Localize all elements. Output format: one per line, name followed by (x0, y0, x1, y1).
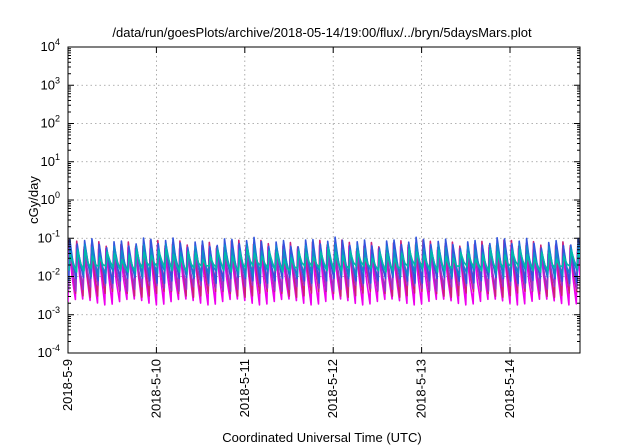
x-tick-label: 2018-5-10 (148, 359, 163, 418)
y-tick-label: 100 (41, 190, 60, 207)
plot-area: 10-4 10-3 10-2 10-1 100 101 102 103 104 2018-5-9… (38, 37, 581, 418)
x-tick-label: 2018-5-14 (502, 359, 517, 418)
y-tick-label: 103 (41, 75, 60, 92)
y-tick-label: 10-3 (38, 305, 60, 322)
y-tick-label: 104 (41, 37, 60, 54)
y-tick-label: 10-4 (38, 343, 60, 360)
x-axis-label: Coordinated Universal Time (UTC) (222, 430, 421, 445)
x-tick-label: 2018-5-11 (237, 359, 252, 417)
y-tick-label: 10-2 (38, 267, 60, 284)
y-tick-label: 101 (41, 152, 60, 169)
x-tick-label: 2018-5-9 (60, 359, 75, 411)
y-tick-label: 10-1 (38, 228, 60, 245)
y-axis: 10-4 10-3 10-2 10-1 100 101 102 103 104 (38, 37, 580, 360)
y-axis-label: cGy/day (26, 176, 41, 224)
grid (68, 47, 580, 353)
x-tick-label: 2018-5-12 (325, 359, 340, 418)
series-layer (68, 236, 580, 306)
y-tick-label: 102 (41, 114, 60, 131)
x-tick-label: 2018-5-13 (414, 359, 429, 418)
x-axis: 2018-5-9 2018-5-10 2018-5-11 2018-5-12 2018-… (60, 47, 517, 418)
series-line (68, 247, 580, 273)
chart-title: /data/run/goesPlots/archive/2018-05-14/1… (112, 25, 532, 40)
